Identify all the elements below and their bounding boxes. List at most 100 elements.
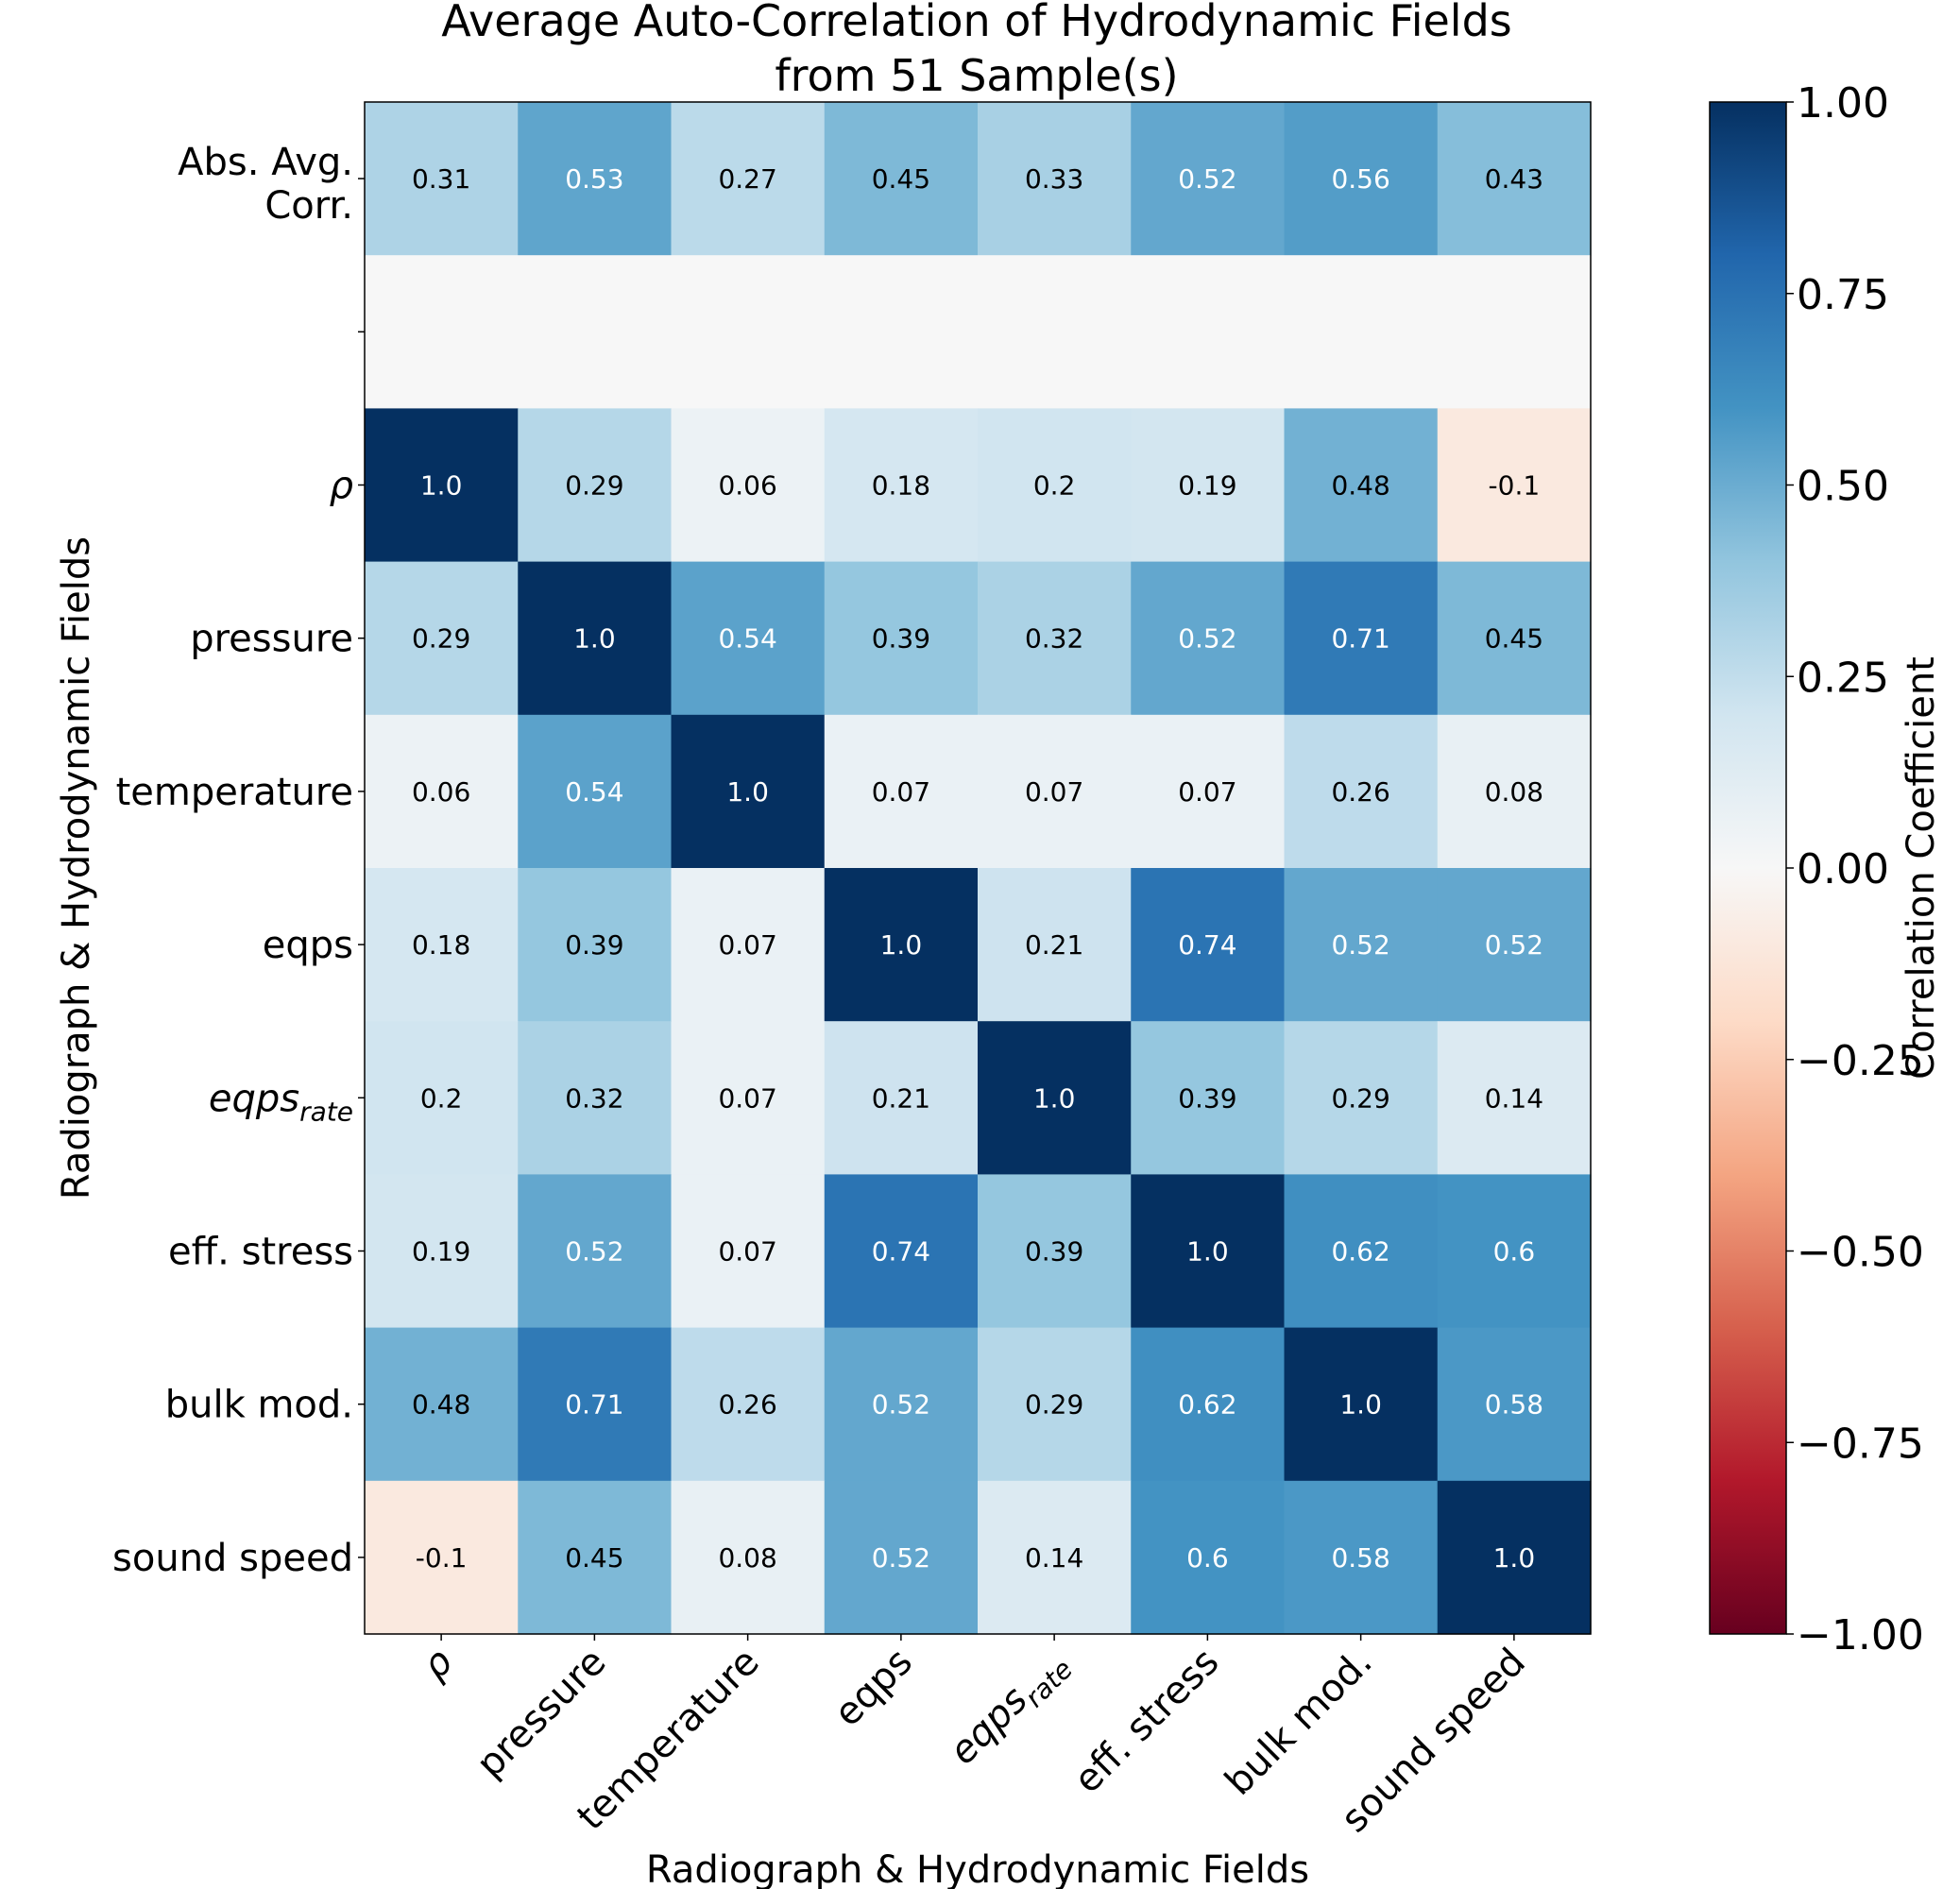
heatmap-cell [824, 102, 979, 256]
cell-value-label: 0.07 [718, 1236, 776, 1268]
heatmap-cell [671, 1327, 826, 1482]
y-axis-label: Radiograph & Hydrodynamic Fields [55, 536, 98, 1200]
cell-value-label: 0.08 [718, 1542, 776, 1574]
cell-value-label: 0.18 [412, 929, 470, 961]
heatmap-cell [518, 1021, 673, 1175]
heatmap-cell [671, 1174, 826, 1329]
y-tick-label: eqps [263, 924, 353, 967]
heatmap-cell [671, 1021, 826, 1175]
cell-value-label: 0.6 [1493, 1236, 1536, 1268]
cell-value-label: 0.52 [1485, 929, 1543, 961]
cell-value-label: 0.52 [1178, 623, 1236, 655]
cell-value-label: 0.29 [565, 470, 623, 502]
heatmap-cell [824, 714, 979, 869]
heatmap-cells [365, 102, 1592, 1635]
chart-title-line2: from 51 Sample(s) [775, 50, 1178, 101]
colorbar-ticks: 1.00 0.75 0.50 0.25 0.00 −0.25 −0.50 −0.75 −1.00 [1786, 79, 1924, 1659]
cell-value-label: 0.39 [565, 929, 623, 961]
heatmap-cell [518, 868, 673, 1022]
x-tick-label: ρ [414, 1641, 461, 1688]
heatmap-cell [671, 561, 826, 716]
cell-value-label: 0.48 [412, 1389, 470, 1421]
plot-frame [364, 101, 1592, 1635]
cell-value-label: 0.2 [1033, 470, 1076, 502]
heatmap-cell [365, 1480, 519, 1635]
colorbar-tick-label: 0.25 [1797, 654, 1889, 702]
heatmap-cell [1284, 1021, 1439, 1175]
cell-value-label: 0.54 [718, 623, 776, 655]
heatmap-cell [824, 1480, 979, 1635]
heatmap-empty-row [365, 255, 1591, 409]
heatmap-cell [365, 714, 519, 869]
cell-value-label: 0.07 [718, 929, 776, 961]
heatmap-cell [824, 1327, 979, 1482]
cell-value-label: 0.39 [1178, 1082, 1236, 1114]
heatmap-cell [1437, 714, 1592, 869]
x-axis-label: Radiograph & Hydrodynamic Fields [646, 1848, 1309, 1889]
heatmap-cell [824, 1021, 979, 1175]
heatmap-cell [518, 102, 673, 256]
heatmap-cell [1284, 868, 1439, 1022]
cell-value-label: 0.39 [1025, 1236, 1083, 1268]
heatmap-cell [1437, 1174, 1592, 1329]
cell-value-label: 0.08 [1485, 776, 1543, 808]
heatmap-cell [978, 102, 1132, 256]
cell-value-label: 0.07 [1025, 776, 1083, 808]
heatmap-cell [518, 561, 673, 716]
colorbar-tick-label: −1.00 [1797, 1611, 1924, 1659]
cell-value-label: 1.0 [573, 623, 616, 655]
heatmap-cell [365, 561, 519, 716]
x-tick-label: eqpsrate [941, 1641, 1079, 1778]
colorbar-tick-label: 1.00 [1797, 79, 1889, 128]
cell-value-label: 0.14 [1025, 1542, 1083, 1574]
colorbar-tick-label: 0.50 [1797, 463, 1889, 511]
cell-value-label: 0.32 [1025, 623, 1083, 655]
y-tick-label: Corr. [264, 184, 353, 228]
heatmap-cell [824, 408, 979, 563]
heatmap-cell [1284, 714, 1439, 869]
heatmap-cell [365, 1327, 519, 1482]
heatmap-cell [671, 868, 826, 1022]
heatmap-cell [1131, 1174, 1286, 1329]
heatmap-cell [978, 1327, 1132, 1482]
heatmap-cell [978, 868, 1132, 1022]
cell-value-label: 0.58 [1485, 1389, 1543, 1421]
heatmap-cell [978, 561, 1132, 716]
heatmap-cell [518, 1480, 673, 1635]
heatmap-cell [518, 1327, 673, 1482]
cell-value-label: 0.21 [1025, 929, 1083, 961]
colorbar-tick-label: −0.25 [1797, 1037, 1924, 1085]
heatmap-cell [1284, 1480, 1439, 1635]
cell-value-label: 0.29 [1025, 1389, 1083, 1421]
cell-value-label: 0.45 [872, 163, 930, 195]
heatmap-cell [978, 1174, 1132, 1329]
cell-value-label: 0.07 [718, 1082, 776, 1114]
heatmap-cell [1437, 408, 1592, 563]
cell-value-label: 0.19 [412, 1236, 470, 1268]
cell-value-label: 0.52 [1178, 163, 1236, 195]
heatmap-cell [1437, 1021, 1592, 1175]
heatmap-cell [671, 408, 826, 563]
cell-value-label: 0.54 [565, 776, 623, 808]
heatmap-cell [1437, 1327, 1592, 1482]
cell-value-label: 0.14 [1485, 1082, 1543, 1114]
heatmap-cell [1437, 1480, 1592, 1635]
y-tick-label: temperature [116, 771, 353, 814]
cell-value-label: 0.74 [872, 1236, 930, 1268]
cell-value-label: 0.56 [1331, 163, 1389, 195]
y-tick-label: sound speed [112, 1537, 353, 1580]
cell-value-label: 1.0 [1186, 1236, 1229, 1268]
heatmap-cell [978, 714, 1132, 869]
x-tick-label: pressure [469, 1641, 615, 1787]
heatmap-cell [671, 102, 826, 256]
heatmap-cell [824, 868, 979, 1022]
cell-value-label: 0.52 [1331, 929, 1389, 961]
cell-value-label: -0.1 [1489, 470, 1541, 502]
chart-title-line1: Average Auto-Correlation of Hydrodynamic… [441, 0, 1511, 46]
cell-value-label: 0.18 [872, 470, 930, 502]
heatmap-cell [1284, 1327, 1439, 1482]
cell-value-label: 0.07 [872, 776, 930, 808]
heatmap-cell [1131, 561, 1286, 716]
